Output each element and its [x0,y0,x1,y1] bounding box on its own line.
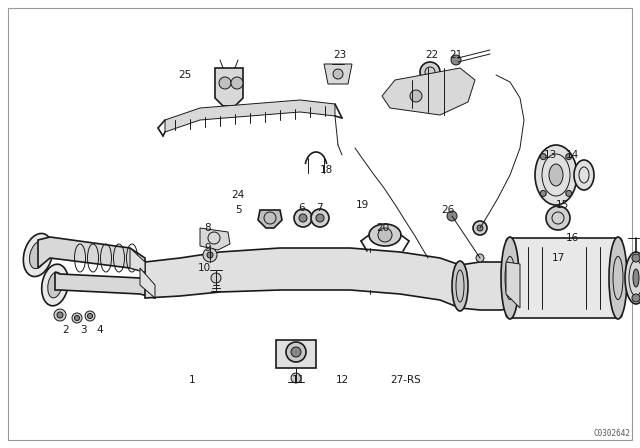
Circle shape [88,314,93,319]
Polygon shape [55,272,155,298]
Circle shape [540,154,547,159]
Text: 24: 24 [232,190,244,200]
Text: 2: 2 [63,325,69,335]
Text: 5: 5 [235,205,241,215]
Ellipse shape [48,272,62,298]
Text: 22: 22 [426,50,438,60]
Ellipse shape [549,164,563,186]
Polygon shape [130,248,145,272]
Circle shape [316,214,324,222]
Circle shape [54,309,66,321]
Polygon shape [145,248,460,308]
Circle shape [420,62,440,82]
Text: 1: 1 [189,375,195,385]
Text: 26: 26 [442,205,454,215]
Circle shape [72,313,82,323]
Ellipse shape [369,224,401,246]
Circle shape [294,209,312,227]
Circle shape [286,342,306,362]
Text: 19: 19 [355,200,369,210]
Circle shape [632,254,640,262]
Polygon shape [506,262,520,308]
Circle shape [207,252,213,258]
Text: 9: 9 [205,243,211,253]
Ellipse shape [29,241,47,269]
Text: 3: 3 [80,325,86,335]
Polygon shape [276,340,316,368]
Text: 10: 10 [197,263,211,273]
Text: 12: 12 [335,375,349,385]
Ellipse shape [23,233,52,276]
Polygon shape [382,68,475,115]
Polygon shape [200,228,230,250]
Ellipse shape [625,252,640,304]
Text: 20: 20 [376,223,390,233]
Polygon shape [215,68,243,106]
Polygon shape [140,268,155,298]
Circle shape [74,315,79,320]
Text: 7: 7 [316,203,323,213]
Text: 13: 13 [543,150,557,160]
Polygon shape [324,64,352,84]
FancyBboxPatch shape [506,238,622,318]
Text: 21: 21 [449,50,463,60]
Circle shape [477,225,483,231]
Polygon shape [258,210,282,228]
Circle shape [291,373,301,383]
Ellipse shape [574,160,594,190]
Text: 25: 25 [179,70,191,80]
Text: 16: 16 [565,233,579,243]
Text: 18: 18 [319,165,333,175]
Circle shape [540,190,547,196]
Text: 17: 17 [552,253,564,263]
Circle shape [311,209,329,227]
Circle shape [299,214,307,222]
Circle shape [219,77,231,89]
Text: 11: 11 [291,375,305,385]
Circle shape [410,90,422,102]
Text: 6: 6 [299,203,305,213]
Circle shape [451,55,461,65]
Circle shape [203,248,217,262]
Circle shape [85,311,95,321]
Ellipse shape [609,237,627,319]
Circle shape [473,221,487,235]
Text: 8: 8 [205,223,211,233]
Circle shape [476,254,484,262]
Text: 23: 23 [333,50,347,60]
Text: 27-RS: 27-RS [390,375,421,385]
Circle shape [291,347,301,357]
Ellipse shape [633,269,639,287]
Text: C0302642: C0302642 [593,429,630,438]
Text: 14: 14 [565,150,579,160]
Ellipse shape [452,261,468,311]
Circle shape [333,69,343,79]
Circle shape [566,190,572,196]
Circle shape [447,211,457,221]
Text: 4: 4 [97,325,103,335]
Polygon shape [165,100,335,132]
Polygon shape [460,262,520,310]
Circle shape [546,206,570,230]
Circle shape [211,273,221,283]
Ellipse shape [535,145,577,205]
Circle shape [378,228,392,242]
Polygon shape [38,237,145,272]
Text: 15: 15 [556,200,568,210]
Circle shape [231,77,243,89]
Circle shape [57,312,63,318]
Ellipse shape [42,264,68,306]
Circle shape [632,294,640,302]
Circle shape [566,154,572,159]
Ellipse shape [501,237,519,319]
